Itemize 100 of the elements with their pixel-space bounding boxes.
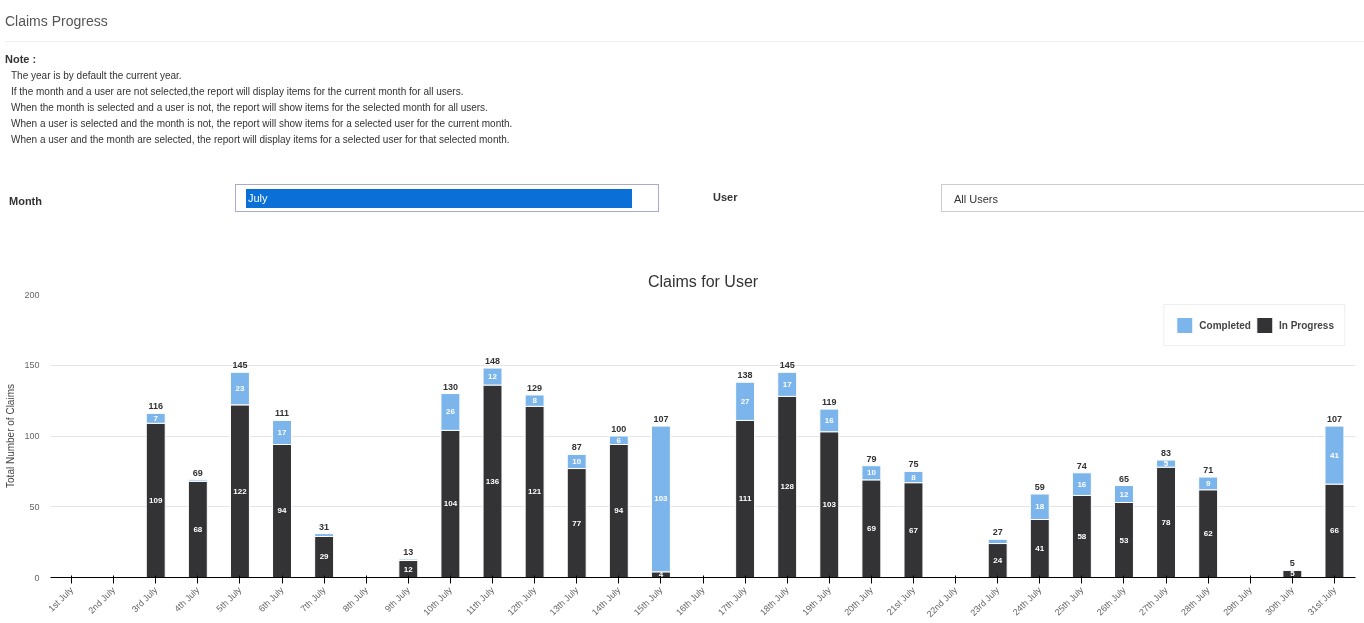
text: When the month is selected and a user is not, the report will show items for the selected month for all users. (11, 100, 489, 115)
y-tick-label: 150 (24, 360, 40, 371)
data-label: 12 (488, 372, 498, 382)
x-tick-label: 13th July (547, 584, 581, 618)
y-tick-label: 200 (24, 289, 40, 300)
x-tick-label: 31st July (1305, 584, 1339, 618)
text: When a user and the month are selected, the report will display items for a selected user for that selected month. (11, 132, 511, 147)
data-label: 62 (1203, 529, 1214, 539)
total-label: 71 (1203, 465, 1214, 476)
x-tick-label: 18th July (758, 584, 792, 618)
bar (314, 535, 335, 578)
data-label: 78 (1161, 517, 1172, 527)
x-tick-label: 17th July (716, 584, 749, 618)
data-label: 5 (1163, 459, 1169, 469)
bar (987, 543, 1008, 578)
x-tick-label: 24th July (1010, 584, 1044, 618)
chart-title: Claims for User (647, 272, 759, 290)
total-label: 107 (653, 414, 669, 425)
data-label: 16 (1077, 479, 1087, 489)
data-label: 68 (193, 524, 203, 534)
data-label: 6 (616, 435, 622, 445)
data-label: 104 (443, 499, 458, 509)
data-label: 103 (822, 500, 837, 510)
data-label: 69 (866, 524, 877, 534)
text: July (246, 188, 632, 209)
total-label: 129 (527, 382, 543, 393)
data-label: 122 (233, 486, 248, 496)
data-label: 109 (149, 495, 163, 505)
text: When a user is selected and the month is not, the report will show items for a selected user for the current month. (11, 116, 514, 131)
total-label: 31 (319, 521, 330, 532)
data-label: 94 (614, 506, 624, 516)
text: User (713, 189, 738, 205)
data-label: 5 (1290, 569, 1296, 579)
data-label: 29 (319, 552, 330, 562)
data-label: 8 (911, 472, 917, 482)
total-label: 83 (1161, 448, 1172, 459)
x-tick-label: 7th July (298, 584, 329, 614)
data-label: 24 (993, 556, 1003, 566)
x-tick-label: 9th July (382, 584, 413, 614)
total-label: 119 (822, 397, 837, 408)
legend-label: Completed (1199, 319, 1251, 331)
total-label: 145 (779, 360, 795, 371)
data-label: 16 (824, 415, 835, 425)
data-label: 121 (527, 487, 542, 497)
x-tick-label: 14th July (589, 584, 623, 618)
x-tick-label: 11th July (463, 584, 497, 618)
x-tick-label: 8th July (340, 584, 371, 614)
text: Claims Progress (5, 5, 1364, 42)
data-label: 9 (1205, 478, 1211, 488)
total-label: 130 (442, 381, 458, 392)
data-label: 94 (277, 506, 288, 516)
x-tick-label: 10th July (421, 584, 455, 618)
y-tick-label: 50 (29, 501, 40, 512)
total-label: 107 (1326, 414, 1342, 425)
total-label: 5 (1289, 558, 1295, 569)
total-label: 148 (485, 356, 501, 367)
text: Note : (5, 52, 38, 67)
total-label: 59 (1034, 482, 1045, 493)
total-label: 69 (192, 467, 203, 478)
data-label: 53 (1119, 535, 1129, 545)
data-label: 128 (780, 482, 795, 492)
x-tick-label: 15th July (631, 584, 665, 618)
data-label: 77 (572, 518, 582, 528)
x-tick-label: 26th July (1094, 584, 1128, 618)
total-label: 27 (992, 527, 1003, 538)
text: Month (9, 193, 42, 209)
total-label: 116 (148, 401, 164, 412)
text: All Users (942, 184, 1364, 215)
data-label: 111 (738, 494, 752, 504)
total-label: 111 (275, 408, 290, 419)
total-label: 87 (571, 442, 582, 453)
total-label: 100 (611, 424, 627, 434)
y-tick-label: 100 (24, 431, 40, 441)
x-tick-label: 25th July (1052, 584, 1086, 618)
data-label: 17 (782, 379, 793, 389)
y-axis-title: Total Number of Claims (5, 384, 17, 488)
x-tick-label: 27th July (1137, 584, 1170, 618)
data-label: 27 (740, 396, 751, 406)
data-label: 66 (1330, 526, 1340, 536)
total-label: 145 (232, 360, 248, 371)
data-label: 41 (1035, 543, 1045, 553)
x-tick-label: 12th July (505, 584, 539, 618)
total-label: 13 (403, 547, 414, 558)
text: If the month and a user are not selected,the report will display items for the current month for all users. (11, 84, 465, 99)
bar (650, 425, 671, 573)
data-label: 8 (532, 396, 538, 406)
text: The year is by default the current year. (11, 68, 183, 83)
x-tick-label: 29th July (1221, 584, 1255, 618)
total-label: 65 (1118, 473, 1129, 484)
data-label: 58 (1077, 531, 1087, 541)
data-label: 41 (1330, 450, 1340, 460)
data-label: 103 (654, 494, 669, 504)
data-label: 18 (1035, 502, 1045, 512)
x-tick-label: 19th July (800, 584, 834, 618)
x-tick-label: 5th July (214, 584, 244, 614)
data-label: 26 (445, 407, 456, 417)
legend-label: In Progress (1278, 319, 1334, 331)
data-label: 17 (277, 427, 288, 437)
x-tick-label: 20th July (842, 584, 876, 618)
data-label: 12 (403, 564, 414, 574)
